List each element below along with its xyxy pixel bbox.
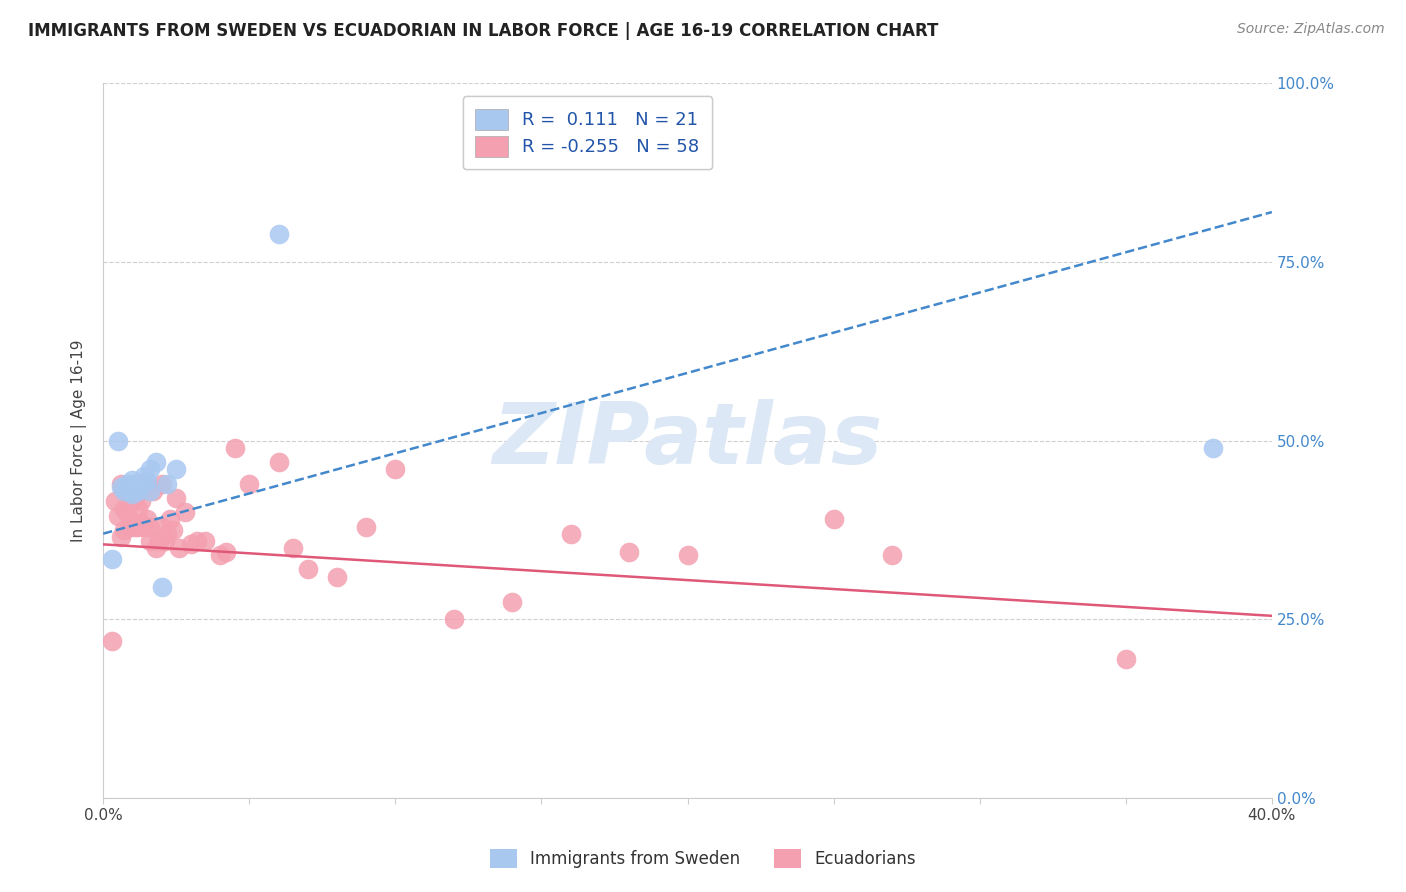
Point [112,523,135,537]
Text: ZIPatlas: ZIPatlas [492,400,883,483]
Point [107,508,129,523]
Point [156,526,179,541]
Point [129,476,152,491]
Point [354,519,377,533]
Point [110,476,132,491]
Point [118,483,141,498]
Point [107,434,129,448]
Point [823,512,845,526]
Point [148,533,170,548]
Legend: R =  0.111   N = 21, R = -0.255   N = 58: R = 0.111 N = 21, R = -0.255 N = 58 [463,96,713,169]
Point [215,544,238,558]
Point [134,519,156,533]
Point [560,526,582,541]
Point [121,483,143,498]
Point [121,516,143,530]
Point [129,516,152,530]
Point [115,476,138,491]
Point [121,494,143,508]
Point [1202,441,1225,455]
Point [124,476,146,491]
Point [139,533,162,548]
Point [384,462,406,476]
Point [124,519,146,533]
Point [153,533,176,548]
Point [115,505,138,519]
Point [115,483,138,498]
Point [297,562,319,576]
Point [124,491,146,505]
Point [165,462,187,476]
Point [326,569,349,583]
Point [880,548,903,562]
Point [156,476,179,491]
Point [112,483,135,498]
Point [165,491,187,505]
Point [104,494,127,508]
Point [129,494,152,508]
Point [142,483,165,498]
Point [209,548,232,562]
Point [145,455,167,469]
Point [139,519,162,533]
Point [101,551,124,566]
Point [267,455,290,469]
Point [136,473,159,487]
Legend: Immigrants from Sweden, Ecuadorians: Immigrants from Sweden, Ecuadorians [484,843,922,875]
Point [127,519,149,533]
Point [150,476,173,491]
Point [110,530,132,544]
Point [443,612,465,626]
Point [224,441,246,455]
Point [139,462,162,476]
Point [145,541,167,555]
Point [150,580,173,594]
Point [194,533,217,548]
Point [617,544,640,558]
Point [167,541,190,555]
Text: Source: ZipAtlas.com: Source: ZipAtlas.com [1237,22,1385,37]
Y-axis label: In Labor Force | Age 16-19: In Labor Force | Age 16-19 [72,340,87,542]
Point [101,633,124,648]
Point [112,501,135,516]
Point [238,476,260,491]
Point [136,512,159,526]
Point [501,594,523,608]
Point [162,523,184,537]
Point [150,519,173,533]
Point [134,469,156,483]
Point [267,227,290,241]
Point [136,476,159,491]
Point [676,548,699,562]
Point [110,480,132,494]
Point [186,533,208,548]
Point [281,541,304,555]
Point [127,501,149,516]
Point [118,519,141,533]
Point [127,483,149,498]
Text: IMMIGRANTS FROM SWEDEN VS ECUADORIAN IN LABOR FORCE | AGE 16-19 CORRELATION CHAR: IMMIGRANTS FROM SWEDEN VS ECUADORIAN IN … [28,22,938,40]
Point [118,494,141,508]
Point [121,487,143,501]
Point [174,505,197,519]
Point [1115,651,1137,665]
Point [180,537,202,551]
Point [139,483,162,498]
Point [121,473,143,487]
Point [159,512,181,526]
